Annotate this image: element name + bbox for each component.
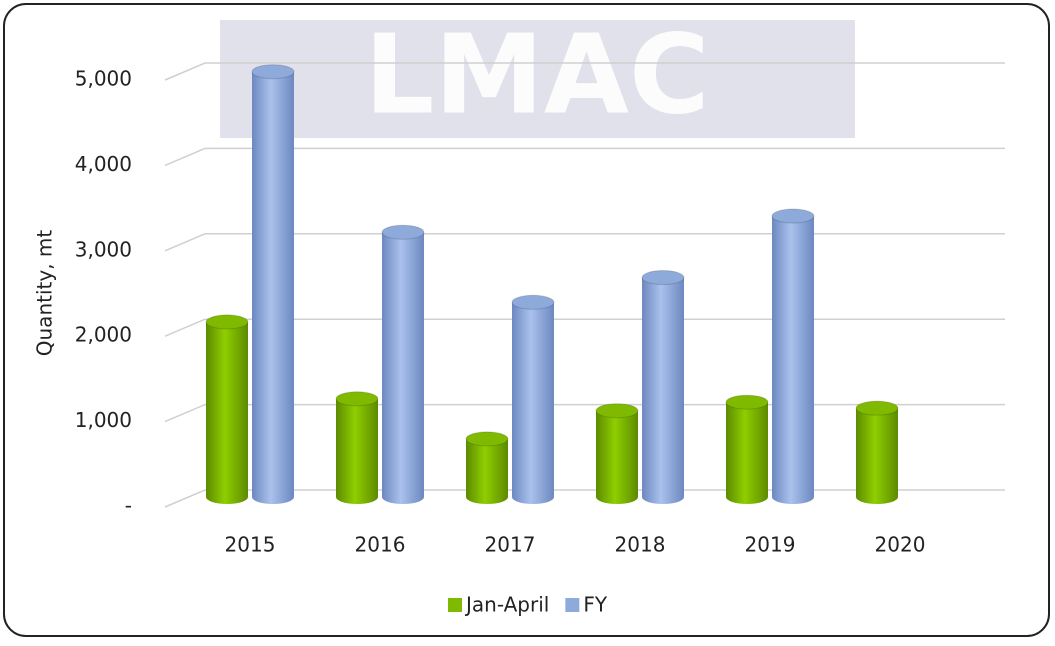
x-tick-label: 2020 [875,533,926,557]
bar-body [726,402,768,497]
y-tick-label: 4,000 [75,152,132,176]
bar-body [466,439,508,497]
bar-body [596,411,638,497]
x-tick-label: 2015 [225,533,276,557]
bar-body [512,302,554,497]
bar-body [252,72,294,497]
bar-top [252,65,294,79]
y-axis-label: Quantity, mt [33,230,57,357]
bar [382,225,424,504]
legend-label: Jan-April [464,593,549,617]
bar-top [512,295,554,309]
bar-top [856,401,898,415]
x-tick-label: 2017 [485,533,536,557]
bar [726,395,768,504]
bar [596,404,638,504]
bar-top [596,404,638,418]
y-tick-label: 3,000 [75,237,132,261]
y-tick-label: 1,000 [75,408,132,432]
bar-body [206,322,248,497]
bar [772,209,814,504]
bar [642,271,684,504]
bar [336,392,378,504]
legend-swatch [448,598,462,612]
bar-body [336,399,378,497]
bar-top [336,392,378,406]
y-tick-label: 5,000 [75,67,132,91]
legend-swatch [565,598,579,612]
watermark: LMAC [364,10,709,138]
bar-top [206,315,248,329]
bar [206,315,248,504]
bar-top [642,271,684,285]
bar [466,432,508,504]
bar-body [856,408,898,497]
bar-top [382,225,424,239]
y-tick-label: 2,000 [75,323,132,347]
bar-body [382,232,424,497]
chart: LMAC Quantity, mt - 1,000 2,000 3,000 4,000 5… [0,0,1055,642]
x-tick-label: 2018 [615,533,666,557]
bar-top [772,209,814,223]
bar [512,295,554,504]
y-tick-label: - [125,494,132,518]
bar-top [726,395,768,409]
x-tick-label: 2019 [745,533,796,557]
bar [252,65,294,504]
bar [856,401,898,504]
bar-body [642,278,684,497]
bar-body [772,216,814,497]
bar-top [466,432,508,446]
legend-label: FY [583,593,608,617]
x-tick-label: 2016 [355,533,406,557]
